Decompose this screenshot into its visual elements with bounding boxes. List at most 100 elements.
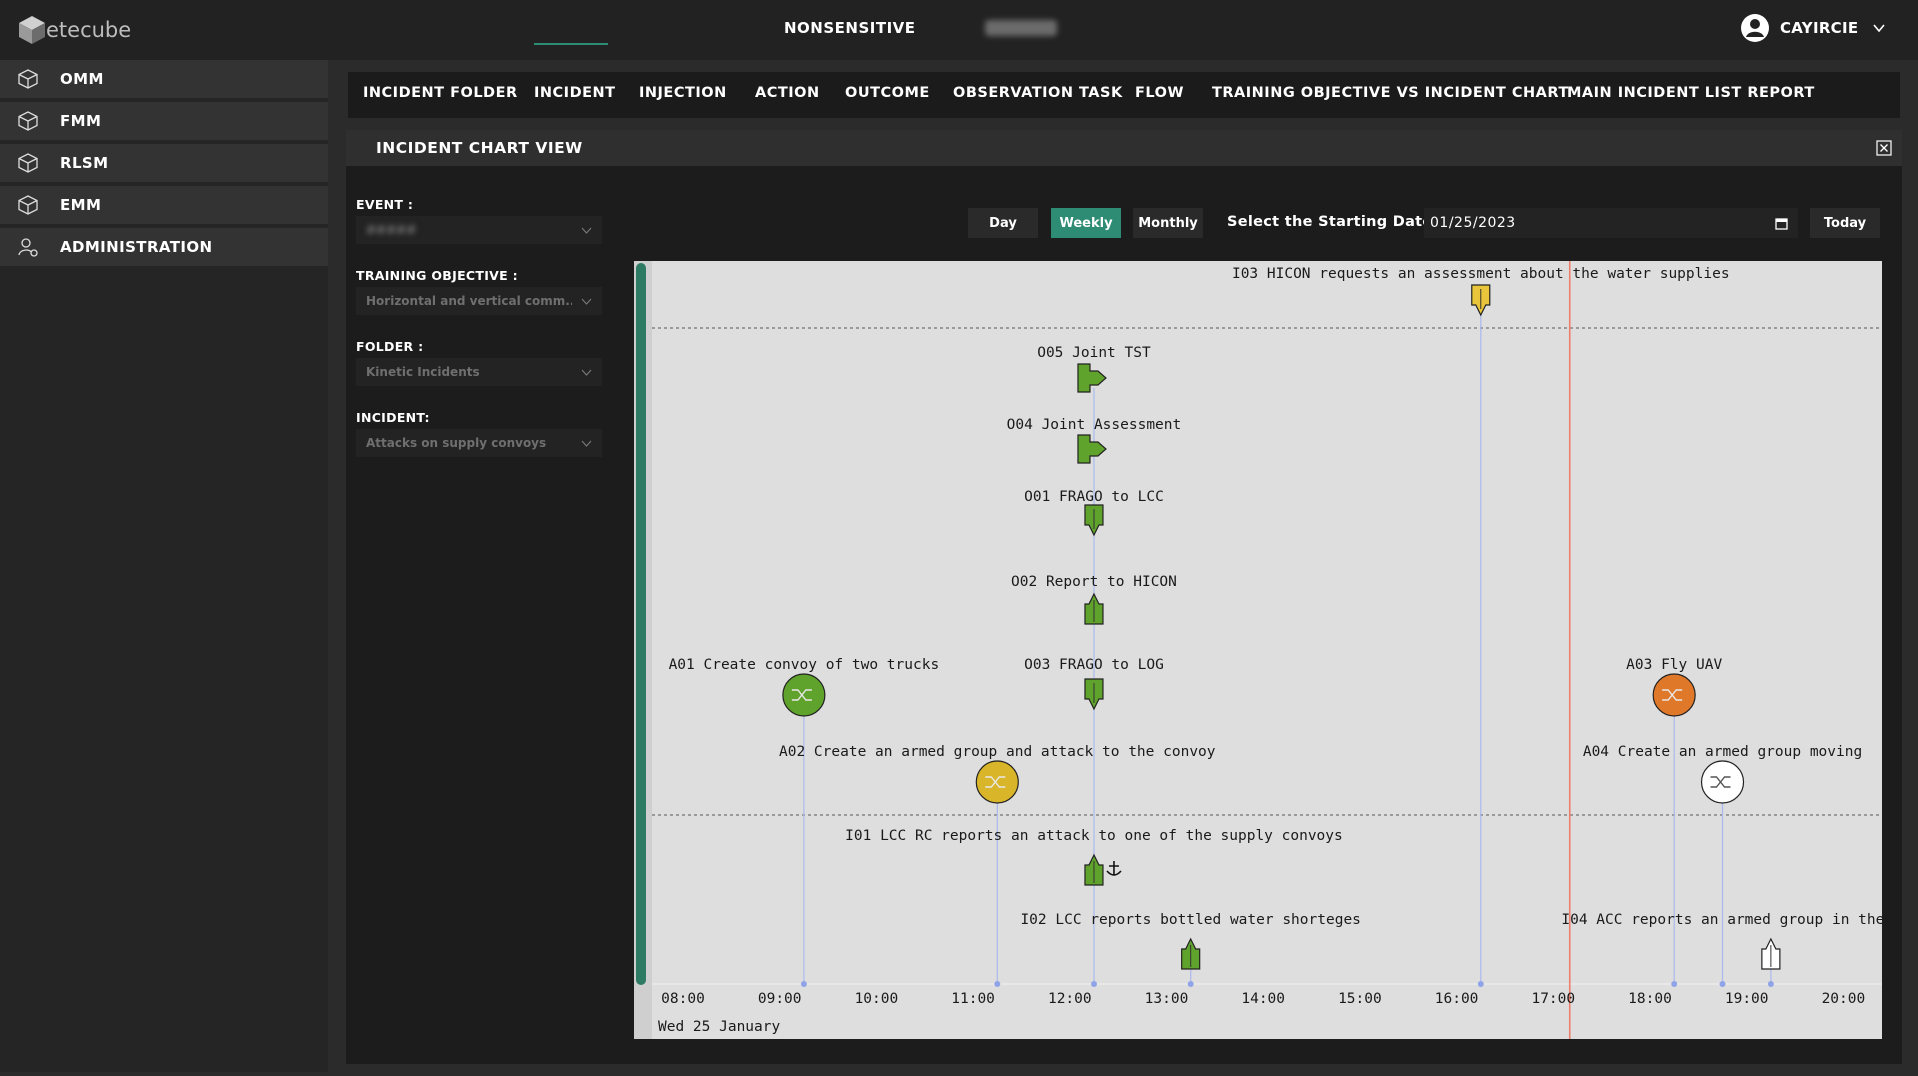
- hour-tick-label: 12:00: [1048, 991, 1092, 1007]
- hour-tick-label: 11:00: [951, 991, 995, 1007]
- hour-tick-label: 20:00: [1822, 991, 1866, 1007]
- cube-logo-icon: [19, 16, 45, 44]
- sidebar: OMM FMM RLSM EMM ADMINISTRATION: [0, 60, 328, 1072]
- chevron-down-icon: [581, 369, 592, 376]
- panel-title: INCIDENT CHART VIEW: [376, 139, 583, 157]
- timeline-item-label[interactable]: A01 Create convoy of two trucks: [669, 657, 940, 673]
- tab-training-objective-vs-incident-chart[interactable]: TRAINING OBJECTIVE VS INCIDENT CHART: [1212, 85, 1569, 101]
- sidebar-item-label: ADMINISTRATION: [60, 238, 213, 256]
- timeline-item-label[interactable]: A03 Fly UAV: [1626, 657, 1722, 673]
- incident-value: Attacks on supply convoys: [366, 436, 547, 450]
- chevron-down-icon: [581, 227, 592, 234]
- cube-icon: [18, 111, 38, 131]
- outcome-right-arrow-icon[interactable]: [1077, 363, 1107, 393]
- user-avatar-icon: [1741, 14, 1769, 42]
- sidebar-item-omm[interactable]: OMM: [0, 60, 328, 100]
- axis-marker-dot: [994, 981, 1001, 987]
- sidebar-item-rlsm[interactable]: RLSM: [0, 144, 328, 184]
- tab-injection[interactable]: INJECTION: [639, 85, 727, 101]
- sidebar-item-emm[interactable]: EMM: [0, 186, 328, 226]
- app-logo[interactable]: etecube: [18, 12, 131, 48]
- user-menu[interactable]: CAYIRCIE: [1740, 13, 1886, 43]
- event-label: EVENT :: [356, 197, 414, 212]
- hour-tick-label: 08:00: [661, 991, 705, 1007]
- tab-action[interactable]: ACTION: [755, 85, 820, 101]
- axis-marker-dot: [800, 981, 807, 987]
- sidebar-item-label: RLSM: [60, 154, 109, 172]
- starting-date-value: 01/25/2023: [1430, 215, 1516, 231]
- timeline-item-label[interactable]: I03 HICON requests an assessment about t…: [1232, 266, 1730, 282]
- monthly-view-button[interactable]: Monthly: [1133, 208, 1203, 238]
- hour-tick-label: 15:00: [1338, 991, 1382, 1007]
- tab-bar: INCIDENT FOLDER INCIDENT INJECTION ACTIO…: [348, 72, 1900, 118]
- axis-marker-dot: [1091, 981, 1097, 987]
- axis-marker-dot: [1767, 981, 1774, 987]
- tab-outcome[interactable]: OUTCOME: [845, 85, 930, 101]
- training-objective-select[interactable]: Horizontal and vertical comm...: [356, 287, 602, 315]
- user-gear-icon: [18, 238, 38, 257]
- hour-tick-label: 10:00: [855, 991, 899, 1007]
- today-button[interactable]: Today: [1810, 208, 1880, 238]
- day-view-button[interactable]: Day: [968, 208, 1038, 238]
- calendar-icon[interactable]: [1775, 217, 1788, 230]
- event-select[interactable]: #####: [356, 216, 602, 244]
- action-node-icon[interactable]: [782, 673, 826, 717]
- cube-icon: [18, 69, 38, 89]
- action-node-icon[interactable]: [1652, 673, 1696, 717]
- hour-tick-label: 17:00: [1531, 991, 1575, 1007]
- hour-tick-label: 09:00: [758, 991, 802, 1007]
- cube-icon: [18, 195, 38, 215]
- sidebar-item-fmm[interactable]: FMM: [0, 102, 328, 142]
- incident-timeline-chart: 08:00 09:00 10:00 11:00 12:00 13:00 14:00 15:00…: [634, 261, 1882, 1039]
- hour-tick-label: 13:00: [1145, 991, 1189, 1007]
- tab-main-incident-list-report[interactable]: MAIN INCIDENT LIST REPORT: [1567, 85, 1815, 101]
- timeline-item-label[interactable]: O02 Report to HICON: [1011, 574, 1177, 590]
- timeline-item-label[interactable]: I01 LCC RC reports an attack to one of t…: [845, 828, 1343, 844]
- timeline-item-label[interactable]: I02 LCC reports bottled water shorteges: [1020, 912, 1360, 928]
- timeline-date-label: Wed 25 January: [658, 1019, 780, 1035]
- chevron-down-icon: [1873, 24, 1886, 33]
- starting-date-input[interactable]: 01/25/2023: [1424, 208, 1798, 238]
- timeline-item-label[interactable]: I04 ACC reports an armed group in the vi…: [1561, 912, 1882, 928]
- link-icon: [791, 689, 812, 701]
- timeline-item-label[interactable]: O05 Joint TST: [1037, 345, 1151, 361]
- tab-flow[interactable]: FLOW: [1135, 85, 1184, 101]
- timeline-item-label[interactable]: O03 FRAGO to LOG: [1024, 657, 1164, 673]
- timeline-item-label[interactable]: O01 FRAGO to LCC: [1024, 489, 1164, 505]
- action-node-icon[interactable]: [975, 760, 1019, 804]
- sidebar-item-label: FMM: [60, 112, 102, 130]
- sidebar-item-label: OMM: [60, 70, 104, 88]
- sidebar-item-administration[interactable]: ADMINISTRATION: [0, 228, 328, 268]
- classification-label: NONSENSITIVE: [784, 19, 916, 37]
- axis-marker-dot: [1187, 981, 1194, 987]
- timeline-item-label[interactable]: A04 Create an armed group moving: [1583, 744, 1862, 760]
- tab-incident[interactable]: INCIDENT: [534, 85, 616, 101]
- tab-incident-folder[interactable]: INCIDENT FOLDER: [363, 85, 518, 101]
- hour-tick-label: 18:00: [1628, 991, 1672, 1007]
- close-icon[interactable]: [1876, 140, 1892, 156]
- outcome-right-arrow-icon[interactable]: [1077, 434, 1107, 464]
- user-name: CAYIRCIE: [1780, 19, 1859, 37]
- vertical-scrollbar-thumb[interactable]: [636, 263, 646, 985]
- sidebar-item-label: EMM: [60, 196, 102, 214]
- anchor-icon[interactable]: [1106, 861, 1122, 876]
- event-value: #####: [366, 223, 417, 237]
- hour-tick-label: 14:00: [1241, 991, 1285, 1007]
- logo-text: etecube: [46, 18, 132, 42]
- training-objective-value: Horizontal and vertical comm...: [366, 294, 572, 308]
- starting-date-label: Select the Starting Date :: [1227, 214, 1444, 230]
- redacted-tag: [985, 20, 1057, 36]
- folder-label: FOLDER :: [356, 339, 424, 354]
- timeline-item-label[interactable]: O04 Joint Assessment: [1007, 417, 1182, 433]
- chevron-down-icon: [581, 298, 592, 305]
- link-icon: [985, 776, 1006, 788]
- tab-observation-task[interactable]: OBSERVATION TASK: [953, 85, 1123, 101]
- action-node-icon[interactable]: [1700, 760, 1745, 804]
- timeline-item-label[interactable]: A02 Create an armed group and attack to …: [779, 744, 1216, 760]
- incident-select[interactable]: Attacks on supply convoys: [356, 429, 602, 457]
- folder-select[interactable]: Kinetic Incidents: [356, 358, 602, 386]
- axis-marker-dot: [1477, 981, 1484, 987]
- weekly-view-button[interactable]: Weekly: [1051, 208, 1121, 238]
- hour-tick-label: 19:00: [1725, 991, 1769, 1007]
- hour-tick-label: 16:00: [1435, 991, 1479, 1007]
